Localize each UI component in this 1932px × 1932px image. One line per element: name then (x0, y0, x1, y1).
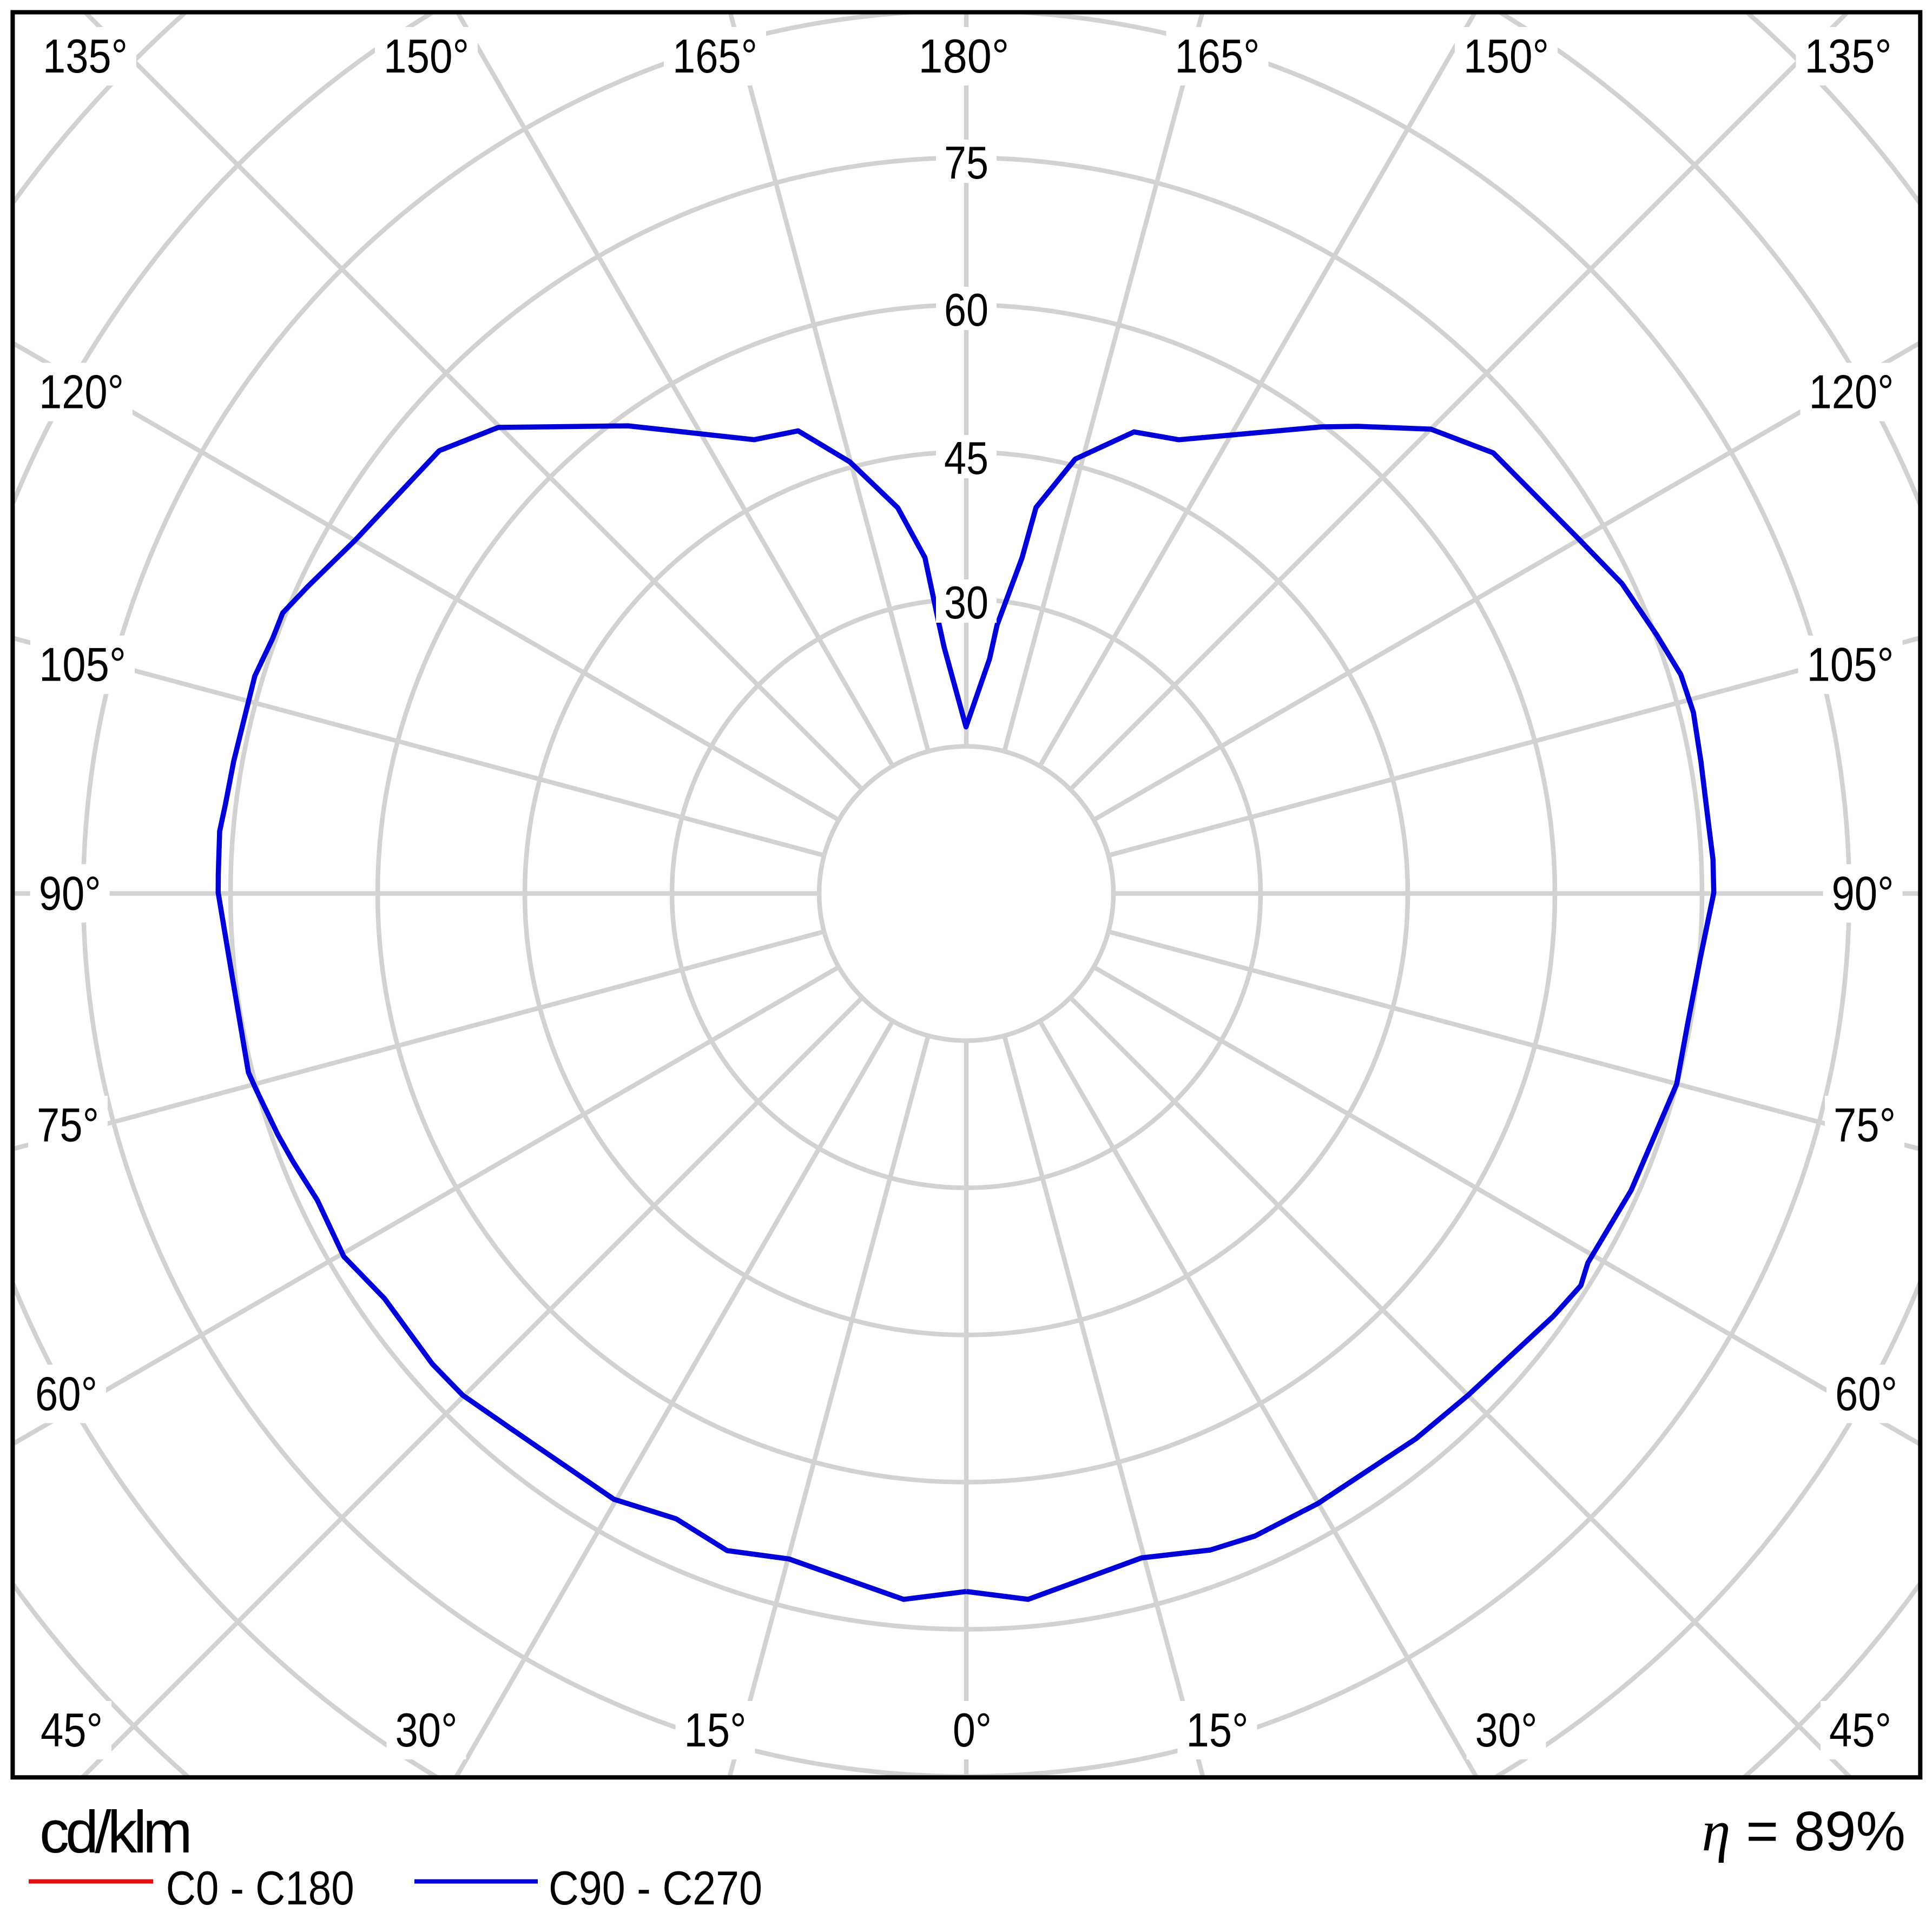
svg-text:30°: 30° (395, 1703, 458, 1757)
svg-text:90°: 90° (39, 866, 101, 920)
svg-text:0°: 0° (953, 1703, 992, 1757)
svg-text:105°: 105° (39, 638, 126, 691)
svg-text:15°: 15° (1186, 1703, 1249, 1757)
svg-text:120°: 120° (39, 365, 124, 419)
svg-text:cd/klm: cd/klm (39, 1799, 189, 1865)
svg-text:150°: 150° (384, 29, 469, 83)
svg-text:150°: 150° (1463, 29, 1549, 83)
svg-text:120°: 120° (1809, 365, 1894, 419)
svg-text:165°: 165° (672, 29, 757, 83)
svg-text:15°: 15° (684, 1703, 747, 1757)
svg-text:75°: 75° (1834, 1098, 1896, 1151)
svg-text:45: 45 (944, 433, 988, 484)
svg-text:60°: 60° (35, 1367, 97, 1420)
svg-text:60: 60 (944, 285, 988, 336)
svg-text:180°: 180° (918, 29, 1009, 83)
svg-text:η = 89%: η = 89% (1702, 1799, 1905, 1863)
svg-text:90°: 90° (1832, 866, 1894, 920)
svg-text:165°: 165° (1175, 29, 1260, 83)
svg-text:75: 75 (944, 137, 988, 189)
svg-text:45°: 45° (41, 1703, 103, 1757)
svg-text:C0 - C180: C0 - C180 (166, 1861, 354, 1915)
svg-text:30°: 30° (1475, 1703, 1538, 1757)
svg-text:105°: 105° (1807, 638, 1894, 691)
svg-text:75°: 75° (37, 1098, 99, 1151)
svg-text:135°: 135° (43, 29, 128, 83)
svg-text:45°: 45° (1829, 1703, 1891, 1757)
svg-text:30: 30 (944, 577, 988, 629)
svg-text:135°: 135° (1805, 29, 1892, 83)
svg-text:60°: 60° (1835, 1367, 1897, 1420)
svg-text:C90 - C270: C90 - C270 (549, 1861, 762, 1915)
